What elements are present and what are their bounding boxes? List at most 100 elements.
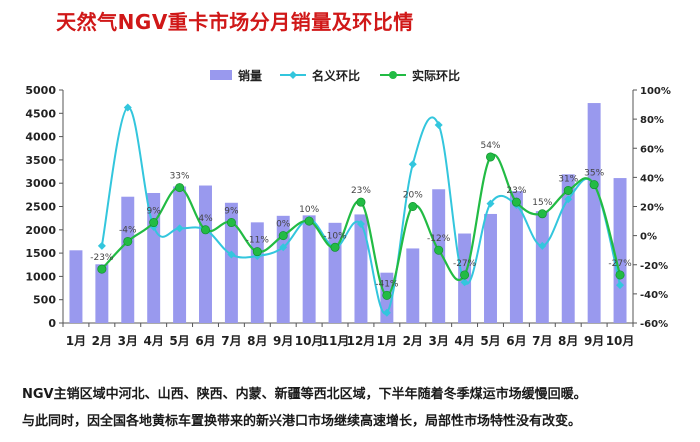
x-tick-label: 2月 — [403, 334, 423, 348]
data-label: 4% — [198, 214, 213, 224]
data-label: 15% — [532, 198, 552, 208]
legend-label: 名义环比 — [312, 68, 360, 83]
left-tick-label: 2500 — [25, 201, 56, 214]
marker-nominal — [356, 219, 365, 228]
data-label: -41% — [375, 279, 399, 289]
data-label: 54% — [480, 141, 500, 151]
marker-actual — [434, 245, 444, 255]
x-tick-label: 4月 — [454, 334, 474, 348]
caption-line-1: NGV主销区域中河北、山西、陕西、内蒙、新疆等西北区域，下半年随着冬季煤运市场缓… — [22, 387, 587, 402]
x-tick-label: 1月 — [66, 334, 86, 348]
data-label: 33% — [170, 172, 190, 182]
line-series — [97, 103, 625, 317]
left-tick-label: 1000 — [25, 270, 56, 283]
marker-actual — [201, 225, 211, 235]
bar — [587, 103, 601, 323]
right-tick-label: -20% — [640, 261, 668, 272]
legend: 销量 名义环比 实际环比 — [210, 68, 460, 83]
marker-nominal — [408, 160, 417, 169]
x-tick-label: 9月 — [273, 334, 293, 348]
legend-label: 实际环比 — [412, 68, 460, 83]
marker-nominal — [434, 120, 443, 129]
x-tick-label: 7月 — [221, 334, 241, 348]
x-tick-label: 3月 — [429, 334, 449, 348]
marker-nominal — [227, 250, 236, 259]
marker-nominal — [279, 243, 288, 252]
data-label: 0% — [276, 220, 291, 230]
right-tick-label: 80% — [640, 115, 664, 126]
x-tick-label: 8月 — [247, 334, 267, 348]
marker-actual — [175, 183, 185, 193]
data-label: 23% — [351, 186, 371, 196]
marker-actual — [511, 197, 521, 207]
x-tick-label: 7月 — [532, 334, 552, 348]
bar — [406, 248, 420, 323]
marker-actual — [563, 185, 573, 195]
chart-title: 天然气NGV重卡市场分月销量及环比情 — [56, 10, 414, 34]
data-label: -27% — [453, 259, 477, 269]
bar — [276, 215, 290, 323]
marker-actual — [485, 152, 495, 162]
right-tick-label: 40% — [640, 173, 664, 184]
marker-actual — [304, 216, 314, 226]
bar — [302, 215, 316, 323]
data-label: 23% — [506, 186, 526, 196]
marker-nominal — [382, 308, 391, 317]
data-label: -10% — [323, 231, 347, 241]
marker-actual — [356, 197, 366, 207]
x-tick-label: 9月 — [584, 334, 604, 348]
left-tick-label: 0 — [48, 317, 56, 330]
marker-actual — [537, 209, 547, 219]
bar — [121, 196, 135, 323]
marker-actual — [97, 264, 107, 274]
caption-line-2: 与此同时，因全国各地黄标车置换带来的新兴港口市场继续高速增长，局部性市场特性没有… — [22, 414, 582, 429]
marker-actual — [615, 270, 625, 280]
data-label: 10% — [299, 205, 319, 215]
data-labels: -23% -4% 9% 33% 4% 9% -11% 0% 10% -10% 23% -41% 20% -… — [90, 141, 632, 289]
right-tick-label: 20% — [640, 203, 664, 214]
bar — [250, 222, 264, 323]
marker-actual — [123, 236, 133, 246]
marker-nominal — [486, 199, 495, 208]
right-tick-label: 100% — [640, 86, 671, 97]
data-label: 9% — [147, 207, 162, 217]
data-label: -12% — [427, 234, 451, 244]
marker-actual — [226, 218, 236, 228]
legend-marker — [289, 71, 297, 79]
left-tick-label: 500 — [33, 294, 56, 307]
line-actual — [101, 153, 622, 297]
bar — [613, 178, 627, 323]
x-tick-label: 5月 — [480, 334, 500, 348]
marker-nominal — [564, 195, 573, 204]
bar — [432, 189, 446, 323]
legend-label: 销量 — [238, 68, 262, 83]
x-tick-label: 6月 — [506, 334, 526, 348]
marker-actual — [589, 180, 599, 190]
left-tick-label: 4000 — [25, 131, 56, 144]
x-tick-label: 8月 — [558, 334, 578, 348]
x-tick-label: 12月 — [347, 334, 376, 348]
right-tick-label: 0% — [640, 232, 657, 243]
bar — [173, 186, 187, 323]
marker-actual — [252, 247, 262, 257]
x-tick-label: 4月 — [144, 334, 164, 348]
marker-nominal — [460, 278, 469, 287]
legend-marker — [389, 71, 397, 79]
left-tick-label: 3000 — [25, 177, 56, 190]
bar — [535, 211, 549, 323]
bar — [561, 174, 575, 323]
data-label: -23% — [90, 253, 114, 263]
bar — [69, 250, 83, 323]
x-tick-label: 1月 — [377, 334, 397, 348]
marker-actual — [149, 218, 159, 228]
bar — [199, 185, 212, 323]
left-tick-label: 1500 — [25, 247, 56, 260]
bar — [224, 202, 238, 323]
marker-nominal — [97, 241, 106, 250]
marker-actual — [278, 231, 288, 241]
data-label: -4% — [119, 225, 137, 235]
right-tick-label: -60% — [640, 319, 668, 330]
marker-actual — [460, 270, 470, 280]
marker-actual — [408, 202, 418, 212]
